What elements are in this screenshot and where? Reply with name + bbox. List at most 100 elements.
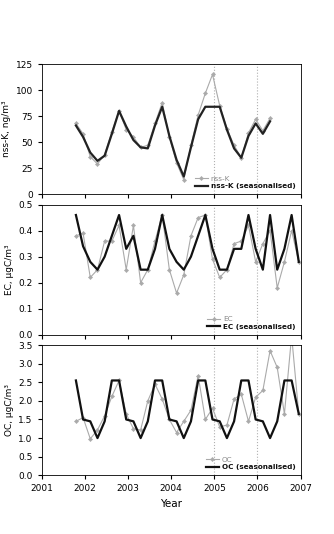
EC: [167, 266, 171, 273]
nss-K (seasonalised): [74, 122, 78, 129]
nss-K: [74, 120, 78, 127]
EC (seasonalised): [167, 246, 171, 252]
EC (seasonalised): [254, 246, 258, 252]
nss-K: [268, 115, 272, 121]
nss-K: [124, 127, 128, 133]
EC (seasonalised): [297, 258, 301, 265]
EC: [103, 238, 107, 244]
OC (seasonalised): [146, 418, 150, 425]
OC: [175, 429, 179, 436]
nss-K (seasonalised): [218, 104, 222, 110]
OC (seasonalised): [268, 435, 272, 441]
EC (seasonalised): [175, 258, 179, 265]
EC (seasonalised): [189, 254, 193, 260]
OC (seasonalised): [110, 377, 114, 383]
OC (seasonalised): [232, 418, 236, 425]
nss-K (seasonalised): [182, 174, 186, 180]
EC (seasonalised): [124, 246, 128, 252]
OC (seasonalised): [96, 435, 100, 441]
nss-K: [131, 134, 135, 140]
nss-K: [182, 176, 186, 183]
nss-K: [196, 112, 200, 119]
EC: [290, 227, 294, 234]
EC (seasonalised): [110, 233, 114, 239]
OC: [139, 427, 143, 433]
EC: [297, 258, 301, 265]
OC: [153, 381, 157, 387]
OC (seasonalised): [283, 377, 287, 383]
EC (seasonalised): [218, 266, 222, 273]
EC: [153, 238, 157, 244]
EC: [210, 256, 214, 263]
nss-K: [175, 160, 179, 166]
nss-K (seasonalised): [153, 122, 157, 129]
X-axis label: Year: Year: [160, 499, 182, 509]
OC: [268, 348, 272, 354]
OC: [218, 423, 222, 430]
EC: [139, 279, 143, 286]
EC: [268, 227, 272, 234]
nss-K: [110, 129, 114, 135]
nss-K: [246, 130, 250, 136]
nss-K (seasonalised): [196, 116, 200, 122]
EC: [124, 266, 128, 273]
Line: EC (seasonalised): EC (seasonalised): [76, 215, 299, 270]
EC: [239, 238, 243, 244]
OC: [182, 418, 186, 425]
EC (seasonalised): [290, 212, 294, 218]
nss-K (seasonalised): [261, 131, 265, 137]
Y-axis label: EC, μgC/m³: EC, μgC/m³: [5, 245, 14, 295]
nss-K (seasonalised): [117, 108, 121, 114]
OC (seasonalised): [239, 377, 243, 383]
OC (seasonalised): [196, 377, 200, 383]
EC: [225, 266, 229, 273]
Y-axis label: OC, μgC/m³: OC, μgC/m³: [5, 384, 14, 436]
OC: [189, 407, 193, 413]
OC (seasonalised): [225, 435, 229, 441]
EC: [232, 240, 236, 247]
EC (seasonalised): [210, 246, 214, 252]
OC: [239, 391, 243, 397]
Legend: OC, OC (seasonalised): OC, OC (seasonalised): [204, 455, 297, 472]
EC: [189, 233, 193, 239]
EC (seasonalised): [88, 258, 92, 265]
OC (seasonalised): [88, 418, 92, 425]
OC: [124, 411, 128, 417]
nss-K: [254, 116, 258, 122]
nss-K (seasonalised): [225, 127, 229, 133]
OC (seasonalised): [275, 418, 279, 425]
OC (seasonalised): [131, 418, 135, 425]
EC (seasonalised): [160, 212, 164, 218]
nss-K (seasonalised): [160, 104, 164, 110]
OC (seasonalised): [139, 435, 143, 441]
nss-K (seasonalised): [268, 118, 272, 124]
OC: [167, 417, 171, 423]
OC: [275, 364, 279, 371]
EC (seasonalised): [117, 212, 121, 218]
OC (seasonalised): [74, 377, 78, 383]
EC: [81, 230, 85, 237]
EC: [283, 258, 287, 265]
OC: [146, 398, 150, 404]
EC: [74, 233, 78, 239]
nss-K: [261, 128, 265, 134]
EC (seasonalised): [232, 246, 236, 252]
nss-K (seasonalised): [103, 153, 107, 159]
Legend: EC, EC (seasonalised): EC, EC (seasonalised): [206, 315, 297, 331]
EC (seasonalised): [225, 266, 229, 273]
OC: [283, 411, 287, 417]
Line: OC: OC: [74, 334, 300, 441]
EC (seasonalised): [74, 212, 78, 218]
nss-K: [210, 71, 214, 77]
OC (seasonalised): [210, 417, 214, 423]
nss-K: [96, 161, 100, 167]
OC (seasonalised): [189, 418, 193, 425]
nss-K: [81, 131, 85, 137]
EC (seasonalised): [96, 266, 100, 273]
OC (seasonalised): [124, 417, 128, 423]
OC (seasonalised): [117, 377, 121, 383]
nss-K: [218, 103, 222, 109]
OC: [232, 396, 236, 402]
OC: [74, 418, 78, 425]
OC (seasonalised): [167, 417, 171, 423]
